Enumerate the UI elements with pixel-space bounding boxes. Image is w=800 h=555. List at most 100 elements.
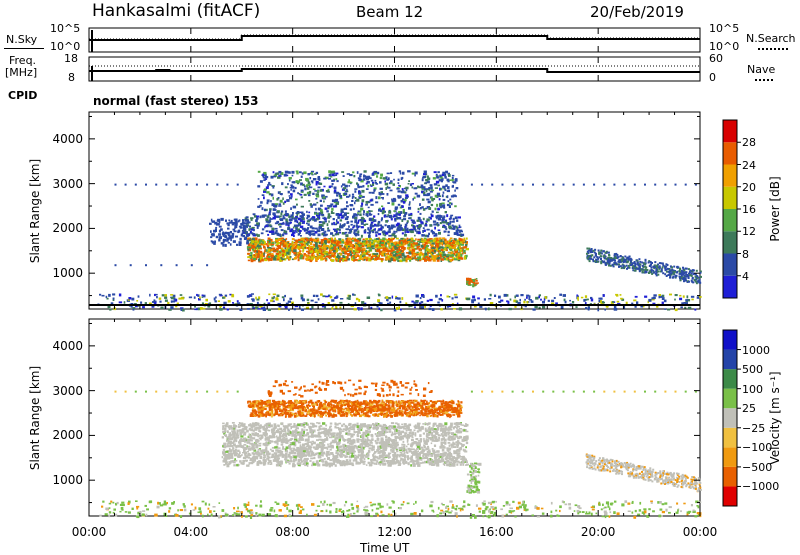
power-echo-upper [399,172,402,175]
power-echo-mid [354,232,358,236]
power-echo-strong [329,238,333,240]
velocity-echo-orange [288,413,291,417]
power-echo-slant [233,230,237,233]
power-echo-blob [475,284,477,286]
power-echo-upper [306,210,308,213]
power-echo-mid [283,213,286,216]
power-echo-upper [391,202,395,206]
power-echo-strong [294,253,297,256]
power-dot-3000 [165,183,168,186]
power-echo-strong [459,238,463,242]
power-echo-strong [317,253,319,256]
velocity-echo-orange [324,401,327,404]
velocity-echo-orange [434,408,439,412]
power-echo-near [131,297,135,301]
power-echo-mid [309,218,312,222]
power-echo-near [598,297,601,300]
power-echo-strong [354,255,357,259]
power-echo-near [353,308,357,311]
power-echo-near [519,298,521,302]
velocity-echo-orange [429,400,433,402]
power-echo-strong [384,253,389,256]
power-echo-near [246,295,250,298]
power-echo-strong [279,243,282,246]
power-echo-mid [385,215,389,218]
power-echo-strong [372,254,375,257]
power-echo-strong [363,259,366,261]
power-echo-mid [383,214,386,218]
power-echo-late [694,273,697,276]
power-echo-strong [412,253,417,256]
power-echo-near [528,297,531,300]
power-echo-late [592,258,594,261]
power-echo-near [194,305,196,308]
power-echo-upper [340,185,343,188]
power-dot-3000 [562,183,565,186]
power-echo-near [577,295,579,298]
velocity-echo-orange [429,414,432,417]
power-echo-near [415,300,419,303]
velocity-echo-orange [388,401,390,404]
power-echo-late [700,275,702,278]
power-echo-strong [368,259,372,262]
power-echo-strong [406,247,410,250]
power-echo-upper [427,200,431,204]
power-echo-near [327,302,330,305]
power-echo-near [178,297,182,300]
power-echo-strong [386,249,390,253]
power-echo-strong [276,247,279,251]
power-dot-3000 [633,183,636,186]
power-echo-upper [382,177,386,180]
power-echo-near [456,302,459,305]
power-echo-strong [385,239,388,242]
power-echo-upper [310,205,313,208]
velocity-echo-orange [366,414,369,418]
power-echo-strong [342,252,346,254]
power-echo-late [592,260,595,263]
power-echo-late [683,275,686,278]
velocity-echo-orange [265,414,267,418]
power-echo-upper [441,173,444,177]
power-echo-upper [356,198,360,202]
power-echo-upper [303,185,306,188]
power-echo-late [665,275,668,277]
power-echo-late [690,272,693,275]
velocity-echo-orange [319,401,323,404]
power-echo-near [287,300,292,303]
power-echo-near [429,298,433,302]
power-echo-near [161,294,165,297]
velocity-echo-orange [425,410,428,413]
power-echo-strong [342,247,345,250]
power-echo-strong [324,238,328,241]
power-echo-upper [408,202,411,205]
power-echo-late [652,269,655,272]
power-echo-mid [292,231,296,234]
power-echo-late [602,250,605,253]
power-echo-late [589,251,592,253]
power-echo-mid [249,225,251,228]
power-echo-near [219,294,223,297]
power-echo-upper [346,195,350,198]
power-echo-near [644,295,648,298]
power-echo-upper [349,174,353,177]
power-echo-late [649,270,651,273]
power-echo-upper [389,180,393,184]
power-echo-late [598,256,601,259]
velocity-echo-orange [431,410,434,412]
power-echo-mid [355,224,358,228]
power-echo-strong [375,238,379,240]
power-echo-near [664,308,667,310]
power-echo-upper [291,194,293,198]
power-echo-strong [427,256,431,260]
power-echo-late [682,273,685,276]
power-echo-upper [363,210,365,213]
power-echo-mid [274,231,277,235]
power-echo-strong [296,253,300,256]
power-echo-mid [448,222,451,225]
power-echo-mid [424,234,428,237]
power-echo-mid [336,228,339,231]
power-echo-strong [397,249,400,253]
power-echo-strong [313,238,317,242]
power-echo-mid [417,231,421,235]
power-echo-upper [361,199,365,203]
